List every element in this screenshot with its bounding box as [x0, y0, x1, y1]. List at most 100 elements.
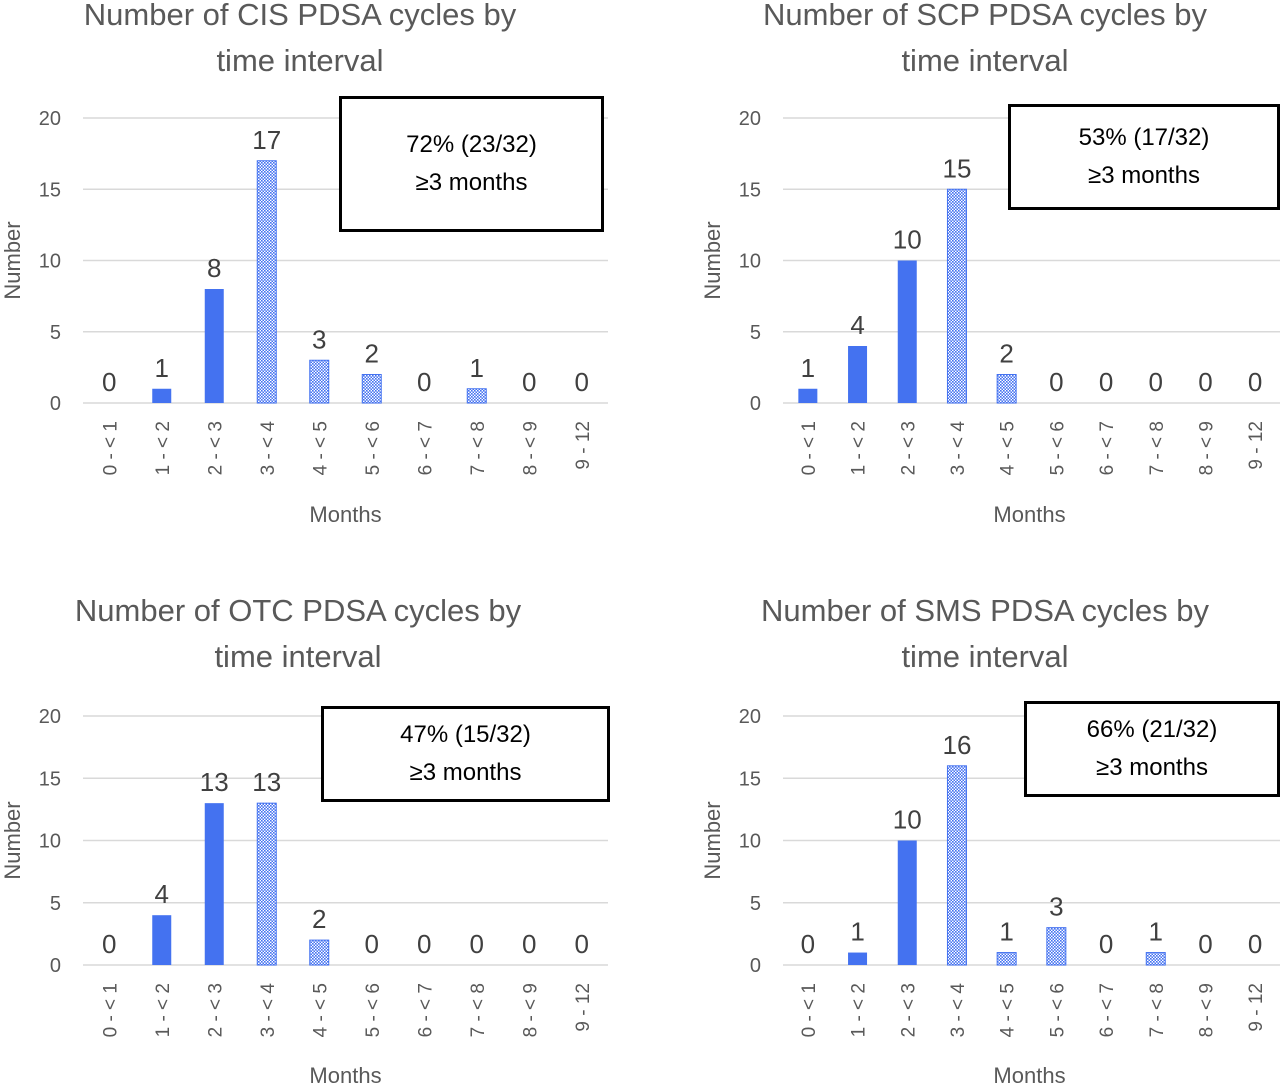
- x-tick-label: 9 - 12: [573, 421, 594, 470]
- data-label: 13: [252, 767, 281, 797]
- y-tick-label: 15: [739, 768, 761, 790]
- x-axis-label: Months: [993, 502, 1065, 527]
- x-tick-label: 4 - < 5: [310, 421, 331, 475]
- chart-title: Number of OTC PDSA cycles by time interv…: [38, 588, 558, 680]
- x-tick-label: 0 - < 1: [799, 983, 820, 1037]
- y-tick-label: 5: [50, 322, 61, 344]
- bar: [848, 952, 868, 965]
- bar: [798, 388, 818, 403]
- y-tick-label: 0: [50, 955, 61, 977]
- x-tick-label: 5 - < 6: [363, 983, 384, 1037]
- data-label: 0: [522, 367, 536, 397]
- y-tick-label: 20: [739, 108, 761, 130]
- x-tick-label: 9 - 12: [1246, 983, 1267, 1032]
- y-axis-label: Number: [700, 801, 725, 879]
- x-tick-label: 6 - < 7: [415, 421, 436, 475]
- percent-callout: 72% (23/32) ≥3 months: [339, 96, 604, 232]
- y-axis-label: Number: [700, 221, 725, 299]
- callout-line-2: ≥3 months: [1096, 754, 1208, 781]
- x-tick-label: 5 - < 6: [1047, 983, 1068, 1037]
- data-label: 4: [850, 310, 864, 340]
- x-tick-label: 7 - < 8: [468, 983, 489, 1037]
- data-label: 0: [470, 929, 484, 959]
- x-tick-label: 5 - < 6: [363, 421, 384, 475]
- x-tick-label: 4 - < 5: [998, 421, 1019, 475]
- bar: [361, 374, 382, 404]
- data-label: 0: [1099, 367, 1113, 397]
- x-tick-label: 1 - < 2: [849, 983, 870, 1037]
- data-label: 17: [252, 125, 281, 155]
- bar: [152, 388, 172, 403]
- x-tick-label: 1 - < 2: [849, 421, 870, 475]
- y-tick-label: 20: [39, 108, 61, 130]
- callout-line-1: 47% (15/32): [400, 721, 531, 748]
- x-tick-label: 0 - < 1: [100, 983, 121, 1037]
- x-tick-label: 7 - < 8: [1147, 421, 1168, 475]
- x-axis-label: Months: [993, 1063, 1065, 1084]
- bar: [152, 915, 172, 965]
- x-tick-label: 6 - < 7: [1097, 983, 1118, 1037]
- data-label: 1: [470, 353, 484, 383]
- chart-title-line-1: Number of SMS PDSA cycles by: [761, 593, 1209, 628]
- x-tick-label: 6 - < 7: [415, 983, 436, 1037]
- data-label: 10: [893, 225, 922, 255]
- data-label: 0: [1198, 367, 1212, 397]
- bar: [309, 359, 330, 404]
- bar: [466, 388, 487, 404]
- x-tick-label: 6 - < 7: [1097, 421, 1118, 475]
- callout-line-1: 66% (21/32): [1086, 716, 1218, 743]
- y-tick-label: 0: [750, 393, 761, 415]
- data-label: 3: [1049, 892, 1063, 922]
- y-tick-label: 15: [39, 768, 61, 790]
- data-label: 0: [365, 929, 379, 959]
- x-tick-label: 0 - < 1: [799, 421, 820, 475]
- callout-line-2: ≥3 months: [415, 169, 528, 196]
- x-tick-label: 8 - < 9: [520, 983, 541, 1037]
- callout-line-1: 72% (23/32): [406, 131, 537, 158]
- x-tick-label: 4 - < 5: [998, 983, 1019, 1037]
- data-label: 0: [522, 929, 536, 959]
- x-tick-label: 8 - < 9: [1196, 983, 1217, 1037]
- x-tick-label: 9 - 12: [573, 983, 594, 1032]
- callout-line-1: 53% (17/32): [1078, 124, 1210, 151]
- x-axis-label: Months: [309, 502, 381, 527]
- data-label: 1: [999, 917, 1013, 947]
- chart-title: Number of SCP PDSA cycles by time interv…: [725, 0, 1245, 84]
- data-label: 0: [1149, 367, 1163, 397]
- x-tick-label: 7 - < 8: [1147, 983, 1168, 1037]
- x-tick-label: 1 - < 2: [153, 421, 174, 475]
- y-tick-label: 5: [750, 322, 761, 344]
- x-tick-label: 2 - < 3: [898, 983, 919, 1037]
- bar: [309, 939, 330, 966]
- y-tick-label: 5: [750, 893, 761, 915]
- bar: [1145, 952, 1166, 966]
- bar: [256, 802, 277, 966]
- data-label: 0: [575, 367, 589, 397]
- y-axis-label: Number: [0, 221, 25, 299]
- y-axis-label: Number: [0, 801, 25, 879]
- percent-callout: 66% (21/32) ≥3 months: [1024, 701, 1280, 797]
- chart-title-line-2: time interval: [901, 43, 1069, 78]
- bar: [897, 840, 917, 965]
- data-label: 3: [312, 324, 326, 354]
- x-tick-label: 7 - < 8: [468, 421, 489, 475]
- callout-line-2: ≥3 months: [1088, 162, 1200, 189]
- data-label: 0: [1248, 929, 1262, 959]
- x-tick-label: 9 - 12: [1246, 421, 1267, 470]
- x-tick-label: 1 - < 2: [153, 983, 174, 1037]
- chart-panel-scp: Number of SCP PDSA cycles by time interv…: [700, 0, 1280, 542]
- y-tick-label: 10: [739, 251, 761, 273]
- chart-title-line-2: time interval: [214, 639, 382, 674]
- data-label: 0: [1198, 929, 1212, 959]
- chart-title-line-1: Number of CIS PDSA cycles by: [83, 0, 517, 32]
- chart-title: Number of SMS PDSA cycles by time interv…: [725, 588, 1245, 680]
- data-label: 0: [1099, 929, 1113, 959]
- data-label: 13: [200, 767, 229, 797]
- bar: [204, 289, 224, 403]
- bar: [204, 803, 224, 965]
- x-tick-label: 2 - < 3: [205, 421, 226, 475]
- chart-panel-otc: Number of OTC PDSA cycles by time interv…: [0, 586, 640, 1084]
- data-label: 0: [417, 367, 431, 397]
